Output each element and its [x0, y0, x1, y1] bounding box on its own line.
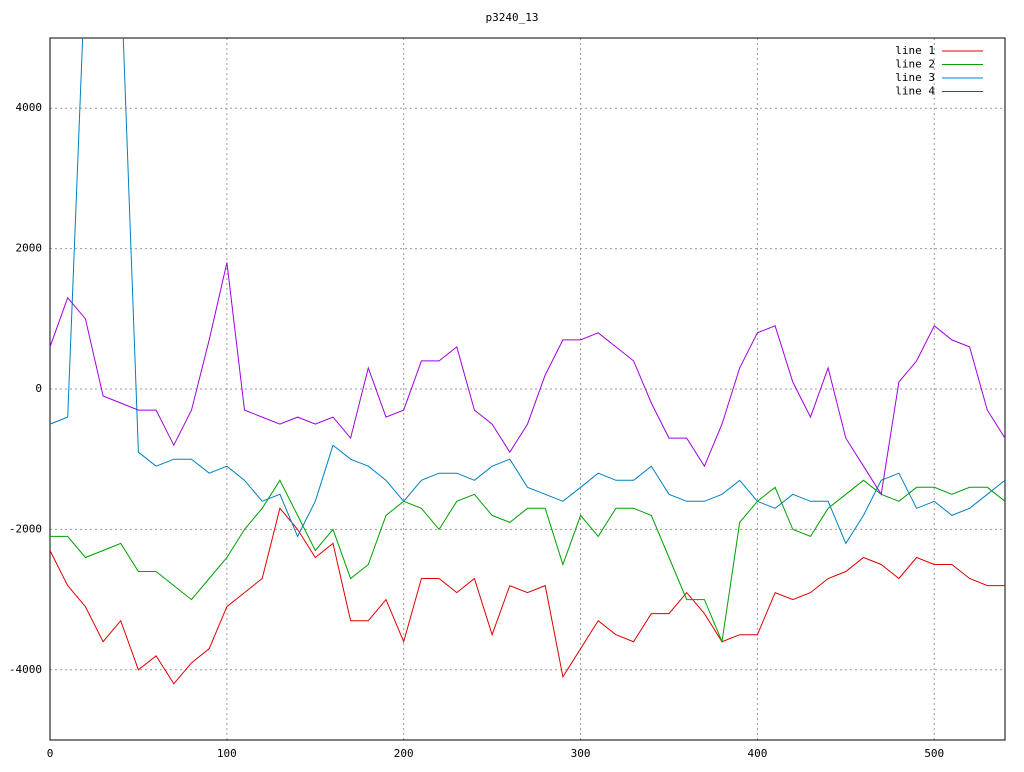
data-line [50, 479, 1005, 644]
data-line [50, 507, 1005, 685]
plot-frame [49, 37, 1006, 741]
data-line [50, 38, 1005, 545]
x-tick-label: 200 [394, 747, 414, 760]
y-tick-label: 0 [35, 382, 42, 395]
y-tick-label: 4000 [16, 101, 43, 114]
x-tick-label: 400 [747, 747, 767, 760]
x-tick-label: 500 [924, 747, 944, 760]
x-tick-label: 100 [217, 747, 237, 760]
legend-label: line 2 [895, 58, 935, 71]
y-tick-label: 2000 [16, 242, 43, 255]
chart-title: p3240_13 [486, 11, 539, 24]
x-tick-label: 0 [47, 747, 54, 760]
y-tick-label: -2000 [9, 522, 42, 535]
legend-label: line 1 [895, 44, 935, 57]
y-tick-label: -4000 [9, 663, 42, 676]
data-line [50, 262, 1005, 496]
x-tick-label: 300 [571, 747, 591, 760]
legend-label: line 4 [895, 85, 935, 98]
legend-label: line 3 [895, 71, 935, 84]
